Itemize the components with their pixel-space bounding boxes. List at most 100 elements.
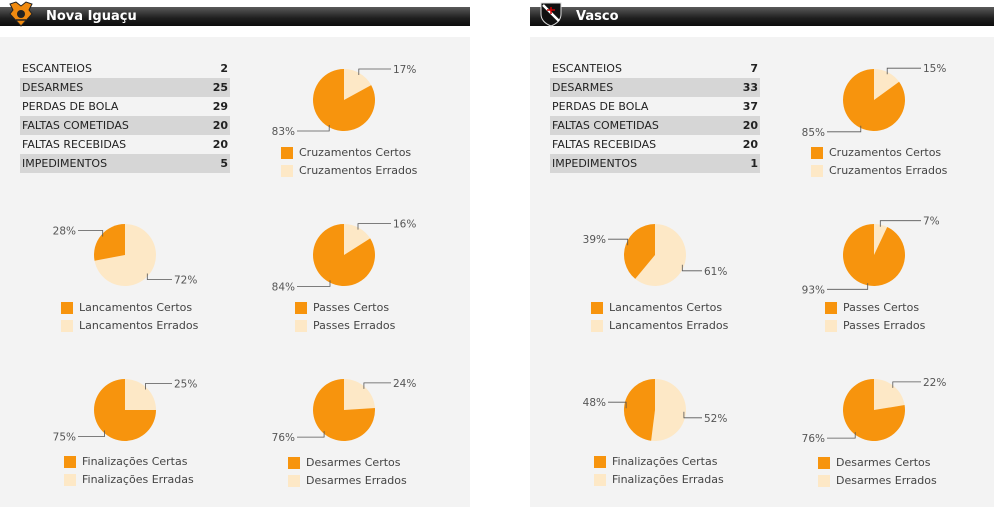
stats-table: ESCANTEIOS 2 DESARMES 25 PERDAS DE BOLA 29 …: [20, 59, 230, 173]
stat-label: PERDAS DE BOLA: [22, 100, 119, 113]
data-label-wrong: 52%: [704, 413, 727, 425]
pie-slice-correct: [313, 379, 376, 441]
pie-slice-correct: [842, 69, 905, 131]
leader-line: [886, 67, 921, 75]
pie-slice-correct: [313, 69, 376, 131]
pie-chart-cruzamentos: 15% 85%: [802, 63, 947, 139]
team-name: Vasco: [576, 9, 619, 24]
legend-swatch: [811, 165, 823, 177]
team-panel-home: Nova Iguaçu ESCANTEIOS 2 DESARMES 25 PERDA…: [0, 0, 470, 507]
stat-value: 37: [742, 100, 758, 113]
pie-slice-correct: [843, 224, 906, 286]
pie-slice-wrong: [94, 224, 157, 286]
stat-value: 2: [220, 62, 228, 75]
table-row: ESCANTEIOS 2: [20, 59, 230, 78]
leader-line: [357, 223, 391, 230]
leader-line: [145, 383, 172, 390]
legend-swatch: [61, 302, 73, 314]
stat-value: 20: [198, 116, 230, 135]
stats-table: ESCANTEIOS 7 DESARMES 33 PERDAS DE BOLA 37 …: [550, 59, 760, 173]
data-label-wrong: 16%: [393, 219, 416, 231]
legend-label: Finalizações Certas: [82, 455, 188, 468]
data-label-correct: 76%: [802, 433, 825, 445]
legend-label: Desarmes Errados: [306, 474, 407, 487]
team-crest-icon: [9, 1, 33, 27]
data-label-correct: 28%: [53, 226, 76, 238]
pie-slice-wrong: [344, 379, 375, 410]
stat-value: 33: [728, 78, 760, 97]
legend-swatch: [594, 474, 606, 486]
stat-label: DESARMES: [550, 78, 729, 97]
stat-label: IMPEDIMENTOS: [20, 154, 199, 173]
stat-value: 20: [212, 138, 228, 151]
leader-line: [827, 125, 862, 133]
legend-swatch: [591, 302, 603, 314]
pie-slice-correct: [94, 224, 125, 261]
table-row: FALTAS COMETIDAS 20: [550, 116, 760, 135]
legend-swatch: [64, 456, 76, 468]
stat-label: FALTAS RECEBIDAS: [552, 138, 657, 151]
legend-label: Finalizações Erradas: [612, 473, 724, 486]
pie-slice-correct: [842, 379, 905, 441]
legend-swatch: [61, 320, 73, 332]
legend-label: Lancamentos Errados: [79, 319, 199, 332]
stat-value: 29: [212, 100, 228, 113]
pie-chart-desarmes: 24% 76%: [272, 378, 417, 444]
legend-swatch: [825, 320, 837, 332]
stat-value: 20: [728, 116, 760, 135]
pie-slice-wrong: [125, 379, 156, 410]
legend-swatch: [825, 302, 837, 314]
legend-swatch: [818, 475, 830, 487]
legend-swatch: [288, 457, 300, 469]
leader-line: [681, 264, 702, 272]
legend-swatch: [811, 147, 823, 159]
team-header: Nova Iguaçu: [0, 7, 470, 26]
pie-slice-correct: [94, 379, 156, 441]
legend-swatch: [281, 147, 293, 159]
table-row: FALTAS COMETIDAS 20: [20, 116, 230, 135]
table-row: PERDAS DE BOLA 37: [550, 97, 760, 116]
table-row: FALTAS RECEBIDAS 20: [550, 135, 760, 154]
legend-label: Passes Certos: [313, 301, 390, 314]
pie-slice-wrong: [874, 379, 905, 410]
data-label-correct: 76%: [272, 432, 295, 444]
data-label-correct: 39%: [583, 234, 606, 246]
leader-line: [608, 401, 627, 409]
leader-line: [297, 431, 325, 438]
pie-chart-lancamentos: 61% 39%: [583, 224, 727, 286]
data-label-wrong: 72%: [174, 274, 197, 286]
pie-chart-passes: 7% 93%: [802, 216, 940, 297]
legend-label: Desarmes Certos: [836, 456, 931, 469]
pie-chart-cruzamentos: 17% 83%: [272, 64, 417, 138]
pie-slice-wrong: [874, 224, 888, 255]
team-header: Vasco: [530, 7, 994, 26]
table-row: FALTAS RECEBIDAS 20: [20, 135, 230, 154]
pie-slice-wrong: [651, 379, 686, 441]
legend-swatch: [64, 474, 76, 486]
table-row: IMPEDIMENTOS 1: [550, 154, 760, 173]
team-name: Nova Iguaçu: [46, 9, 137, 24]
leader-line: [146, 273, 172, 280]
data-label-wrong: 61%: [704, 266, 727, 278]
pie-slice-wrong: [344, 224, 371, 255]
leader-line: [297, 280, 331, 287]
pie-slice-wrong: [635, 224, 686, 286]
leader-line: [608, 238, 629, 246]
legend-swatch: [594, 456, 606, 468]
stat-value: 7: [750, 62, 758, 75]
legend-label: Passes Errados: [843, 319, 926, 332]
legend-label: Cruzamentos Errados: [299, 164, 418, 177]
pie-chart-passes: 16% 84%: [272, 219, 417, 294]
legend-swatch: [295, 302, 307, 314]
data-label-wrong: 25%: [174, 378, 197, 390]
data-label-wrong: 24%: [393, 378, 416, 390]
pie-slice-wrong: [344, 69, 372, 100]
legend-label: Desarmes Errados: [836, 474, 937, 487]
leader-line: [879, 220, 921, 227]
stat-label: DESARMES: [20, 78, 199, 97]
stat-label: FALTAS RECEBIDAS: [22, 138, 127, 151]
data-label-correct: 83%: [272, 126, 295, 138]
stat-label: ESCANTEIOS: [22, 62, 92, 75]
team-panel-away: Vasco ESCANTEIOS 7 DESARMES 33 PERDAS DE B…: [530, 0, 994, 507]
stat-value: 20: [742, 138, 758, 151]
